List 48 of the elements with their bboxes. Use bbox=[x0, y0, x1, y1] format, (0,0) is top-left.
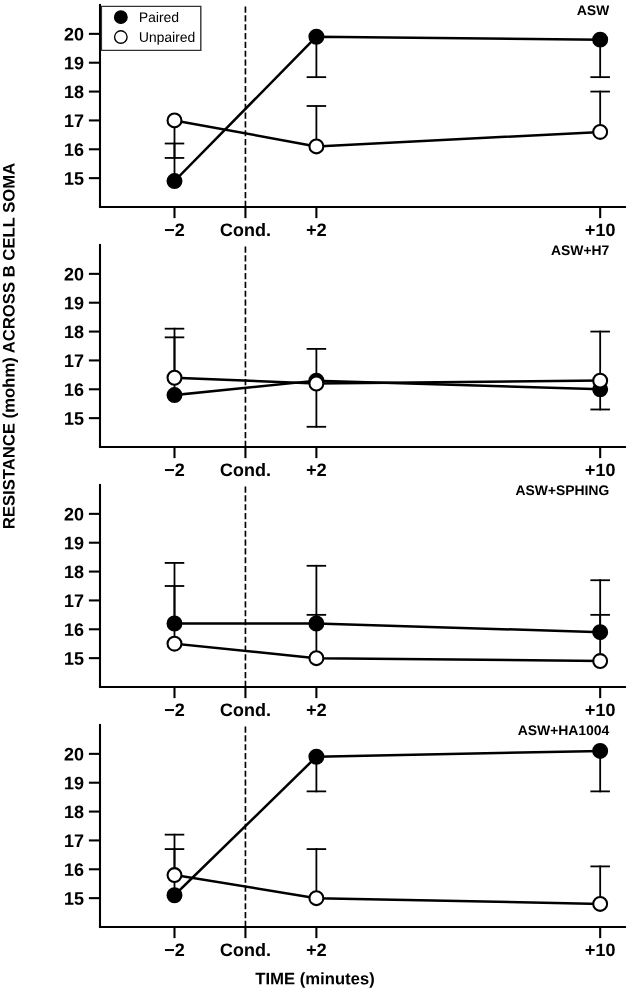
x-tick-label: −2 bbox=[164, 703, 185, 717]
y-axis-title: RESISTANCE (mohm) ACROSS B CELL SOMA bbox=[2, 163, 18, 529]
y-tick-label: 17 bbox=[65, 114, 84, 127]
x-tick-label: +2 bbox=[306, 943, 326, 957]
y-tick-label: 20 bbox=[64, 507, 84, 521]
y-tick-label: 16 bbox=[65, 143, 84, 157]
x-tick-label: −2 bbox=[164, 223, 185, 237]
x-tick-label: +2 bbox=[306, 463, 326, 477]
x-tick-label: +10 bbox=[585, 223, 615, 237]
y-tick-label: 15 bbox=[65, 652, 84, 665]
chart-title: ASW+H7 bbox=[551, 245, 609, 256]
y-tick-label: 16 bbox=[65, 863, 84, 877]
x-tick-label: +10 bbox=[585, 703, 615, 717]
y-tick-label: 18 bbox=[65, 85, 84, 99]
chart-title: ASW bbox=[577, 5, 610, 16]
chart-title: ASW+SPHING bbox=[515, 485, 609, 496]
y-tick-label: 19 bbox=[65, 536, 84, 550]
x-tick-label: Cond. bbox=[220, 462, 270, 477]
y-tick-label: 18 bbox=[65, 565, 84, 579]
x-tick-label: −2 bbox=[164, 943, 185, 957]
y-tick-label: 20 bbox=[64, 267, 84, 281]
y-tick-label: 17 bbox=[65, 594, 84, 607]
y-tick-label: 20 bbox=[64, 27, 84, 41]
y-tick-label: 15 bbox=[65, 172, 84, 185]
x-tick-label: +10 bbox=[585, 943, 615, 957]
y-tick-label: 19 bbox=[65, 296, 84, 310]
x-tick-label: +10 bbox=[585, 463, 615, 477]
y-tick-label: 18 bbox=[65, 325, 84, 339]
y-tick-label: 19 bbox=[65, 776, 84, 790]
y-tick-label: 17 bbox=[65, 834, 84, 847]
x-tick-label: +2 bbox=[306, 703, 326, 717]
x-tick-label: +2 bbox=[306, 223, 326, 237]
x-tick-label: Cond. bbox=[220, 702, 270, 717]
legend-label: Paired bbox=[140, 11, 179, 23]
y-tick-label: 15 bbox=[65, 892, 84, 905]
y-tick-label: 15 bbox=[65, 412, 84, 425]
x-tick-label: Cond. bbox=[220, 222, 270, 237]
x-tick-label: Cond. bbox=[220, 942, 270, 957]
y-tick-label: 17 bbox=[65, 354, 84, 367]
y-tick-label: 19 bbox=[65, 56, 84, 70]
legend-label: Unpaired bbox=[139, 31, 195, 45]
y-tick-label: 18 bbox=[65, 805, 84, 819]
y-tick-label: 16 bbox=[65, 383, 84, 397]
x-tick-label: −2 bbox=[164, 463, 185, 477]
y-tick-label: 16 bbox=[65, 623, 84, 637]
chart-title: ASW+HA1004 bbox=[518, 725, 610, 736]
x-axis-title: TIME (minutes) bbox=[255, 972, 374, 988]
y-tick-label: 20 bbox=[64, 747, 84, 761]
